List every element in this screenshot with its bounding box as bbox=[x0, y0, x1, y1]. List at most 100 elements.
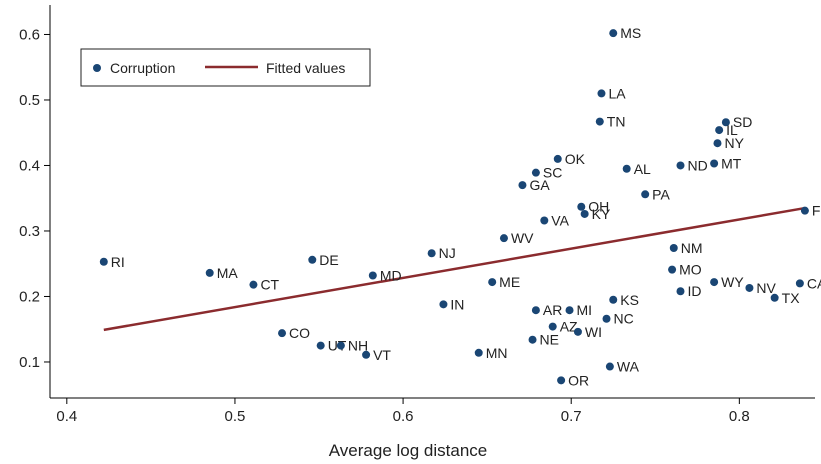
fitted-values-layer bbox=[103, 206, 806, 332]
data-point bbox=[669, 244, 678, 253]
data-point bbox=[710, 159, 719, 168]
data-point-label: PA bbox=[652, 186, 670, 202]
data-point-label: TX bbox=[782, 290, 801, 306]
data-point bbox=[540, 216, 549, 225]
data-point bbox=[205, 268, 214, 277]
data-point-label: NM bbox=[681, 240, 703, 256]
data-point-label: MD bbox=[380, 268, 402, 284]
data-point-label: MA bbox=[217, 265, 239, 281]
data-point-label: NJ bbox=[439, 245, 456, 261]
data-point bbox=[676, 161, 685, 170]
data-point bbox=[99, 257, 108, 266]
data-point-label: MO bbox=[679, 262, 702, 278]
data-point bbox=[580, 209, 589, 218]
legend-label-corruption: Corruption bbox=[110, 60, 175, 76]
data-point bbox=[499, 234, 508, 243]
data-point bbox=[474, 348, 483, 357]
data-point bbox=[676, 287, 685, 296]
data-point-label: CT bbox=[260, 277, 279, 293]
data-point-label: WA bbox=[617, 359, 640, 375]
data-point-label: GA bbox=[529, 177, 550, 193]
data-point bbox=[278, 329, 287, 338]
data-point-label: AR bbox=[543, 302, 562, 318]
data-point bbox=[488, 278, 497, 287]
data-point bbox=[622, 164, 631, 173]
legend-marker-corruption bbox=[93, 64, 101, 72]
data-point-label: WI bbox=[585, 324, 602, 340]
data-point-label: KS bbox=[620, 292, 639, 308]
data-point bbox=[557, 376, 566, 385]
data-point-label: DE bbox=[319, 252, 338, 268]
data-point bbox=[602, 314, 611, 323]
data-point bbox=[715, 126, 724, 135]
data-point-label: MS bbox=[620, 25, 641, 41]
x-tick-label: 0.6 bbox=[393, 408, 414, 425]
data-point bbox=[713, 139, 722, 148]
axes: 0.4 0.5 0.6 0.7 0.8 0.1 0.2 0.3 0.4 0.5 0.6 bbox=[19, 5, 815, 425]
data-point-label: RI bbox=[111, 254, 125, 270]
legend: Corruption Fitted values bbox=[80, 48, 371, 87]
data-point-label: ND bbox=[687, 157, 707, 173]
data-point-label: NH bbox=[348, 338, 368, 354]
data-point bbox=[609, 295, 618, 304]
data-point bbox=[362, 350, 371, 359]
data-point-label: TN bbox=[607, 114, 626, 130]
x-tick-label: 0.4 bbox=[56, 408, 77, 425]
data-point-label: OH bbox=[588, 199, 609, 215]
data-point-label: NC bbox=[614, 311, 634, 327]
y-tick-label: 0.5 bbox=[19, 92, 40, 109]
data-point-label: WY bbox=[721, 274, 744, 290]
y-tick-label: 0.3 bbox=[19, 223, 40, 240]
x-tick-label: 0.5 bbox=[225, 408, 246, 425]
data-point-label: FL bbox=[812, 203, 821, 219]
data-point-label: CA bbox=[807, 275, 821, 291]
data-point bbox=[800, 206, 809, 215]
data-point-label: VT bbox=[373, 347, 391, 363]
data-point bbox=[668, 265, 677, 274]
x-tick-label: 0.7 bbox=[561, 408, 582, 425]
data-point-label: VA bbox=[551, 212, 569, 228]
data-point bbox=[308, 255, 317, 264]
data-point bbox=[439, 300, 448, 309]
data-point bbox=[770, 293, 779, 302]
data-point bbox=[336, 341, 345, 350]
data-point-label: CO bbox=[289, 325, 310, 341]
data-point bbox=[595, 117, 604, 126]
y-tick-label: 0.1 bbox=[19, 354, 40, 371]
data-point-label: IL bbox=[726, 122, 738, 138]
data-point-label: ME bbox=[499, 274, 520, 290]
data-point-label: ID bbox=[687, 283, 701, 299]
data-point-label: AZ bbox=[560, 319, 578, 335]
data-point-label: WV bbox=[511, 230, 534, 246]
data-point-label: KY bbox=[592, 206, 611, 222]
data-point bbox=[531, 306, 540, 315]
data-point bbox=[518, 181, 527, 190]
data-point bbox=[427, 249, 436, 258]
x-axis-title: Average log distance bbox=[329, 441, 487, 460]
data-point-label: NE bbox=[540, 332, 559, 348]
data-point bbox=[577, 202, 586, 211]
data-point-label: IN bbox=[450, 296, 464, 312]
data-point-label: MN bbox=[486, 345, 508, 361]
data-point-label: NY bbox=[724, 135, 744, 151]
data-point-label: MI bbox=[577, 302, 593, 318]
data-point bbox=[710, 278, 719, 287]
data-point-label: MT bbox=[721, 156, 742, 172]
data-point bbox=[795, 279, 804, 288]
data-point-label: LA bbox=[608, 85, 626, 101]
data-point bbox=[528, 335, 537, 344]
data-point bbox=[565, 306, 574, 315]
data-point bbox=[368, 271, 377, 280]
y-tick-label: 0.4 bbox=[19, 157, 40, 174]
y-tick-label: 0.2 bbox=[19, 288, 40, 305]
data-point bbox=[548, 322, 557, 331]
data-point bbox=[597, 89, 606, 98]
data-point-label: OK bbox=[565, 151, 586, 167]
data-point bbox=[249, 280, 258, 289]
data-point-label: NV bbox=[756, 280, 776, 296]
data-point bbox=[316, 341, 325, 350]
legend-label-fitted-values: Fitted values bbox=[266, 60, 345, 76]
y-tick-label: 0.6 bbox=[19, 26, 40, 43]
